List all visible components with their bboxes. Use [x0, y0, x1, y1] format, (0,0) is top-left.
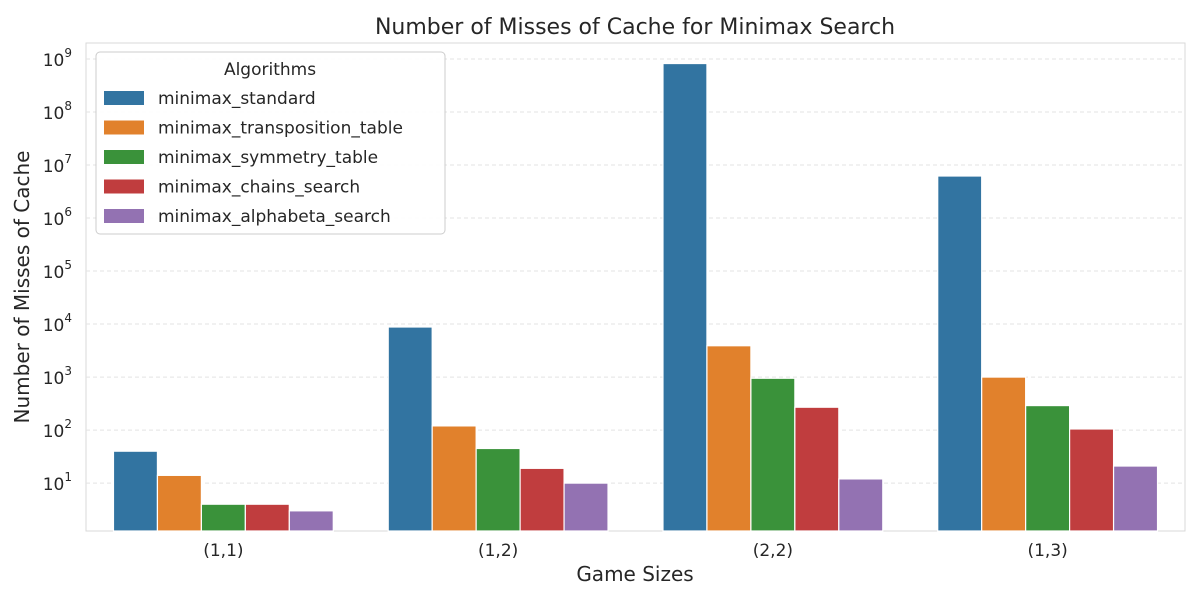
bar-minimax_chains_search-0: [244, 503, 290, 532]
legend-swatch: [104, 209, 144, 223]
x-tick-label: (2,2): [753, 541, 793, 561]
bar-minimax_standard-3: [937, 175, 983, 532]
bar-minimax_alphabeta_search-3: [1112, 465, 1159, 532]
x-ticks: (1,1) (1,2) (2,2) (1,3): [203, 541, 1068, 561]
bar-minimax_chains_search-2: [794, 406, 840, 532]
bar-minimax_symmetry_table-1: [475, 447, 521, 532]
bar-minimax_alphabeta_search-0: [288, 510, 334, 532]
x-tick-label: (1,2): [478, 541, 518, 561]
bar-minimax_chains_search-3: [1069, 428, 1115, 532]
y-tick-label: 108: [43, 99, 72, 124]
bar-minimax_symmetry_table-0: [200, 503, 246, 532]
legend-swatch: [104, 120, 144, 135]
bar-minimax_transposition_table-2: [706, 345, 752, 532]
bar-minimax_transposition_table-0: [156, 474, 202, 532]
bars: [112, 62, 1159, 532]
y-ticks: 101 102 103 104 105 106 107 108 109: [43, 46, 72, 495]
y-tick-label: 104: [43, 311, 72, 336]
legend-swatch: [104, 150, 144, 164]
legend-label: minimax_transposition_table: [158, 119, 403, 139]
x-axis-label: Game Sizes: [576, 562, 693, 586]
legend-label: minimax_chains_search: [158, 178, 360, 198]
bar-minimax_standard-0: [112, 450, 159, 532]
bar-minimax_alphabeta_search-1: [563, 482, 609, 532]
legend-label: minimax_alphabeta_search: [158, 207, 391, 227]
y-axis-label: Number of Misses of Cache: [10, 151, 34, 424]
x-tick-label: (1,1): [203, 541, 243, 561]
y-tick-label: 103: [43, 364, 72, 389]
legend-label: minimax_standard: [158, 89, 316, 109]
y-tick-label: 105: [43, 258, 72, 283]
legend-label: minimax_symmetry_table: [158, 148, 378, 168]
bar-minimax_transposition_table-1: [431, 425, 477, 532]
y-tick-label: 109: [43, 46, 72, 71]
legend-swatch: [104, 91, 144, 105]
legend: Algorithms minimax_standard minimax_trans…: [95, 51, 446, 235]
bar-minimax_standard-2: [662, 62, 708, 532]
bar-minimax_transposition_table-3: [981, 376, 1027, 532]
legend-title: Algorithms: [224, 60, 316, 80]
bar-minimax_chains_search-1: [519, 467, 565, 532]
bar-minimax_symmetry_table-3: [1025, 404, 1071, 532]
legend-box: [95, 51, 446, 235]
bar-minimax_standard-1: [387, 326, 433, 532]
bar-minimax_alphabeta_search-2: [838, 478, 884, 532]
y-tick-label: 107: [43, 152, 72, 177]
x-tick-label: (1,3): [1027, 541, 1067, 561]
bar-minimax_symmetry_table-2: [750, 377, 796, 532]
y-tick-label: 102: [43, 417, 72, 442]
legend-swatch: [104, 179, 144, 194]
chart-title: Number of Misses of Cache for Minimax Se…: [375, 15, 895, 40]
y-tick-label: 101: [43, 470, 72, 495]
legend-items: minimax_standard minimax_transposition_ta…: [104, 89, 403, 227]
y-tick-label: 106: [43, 205, 72, 230]
